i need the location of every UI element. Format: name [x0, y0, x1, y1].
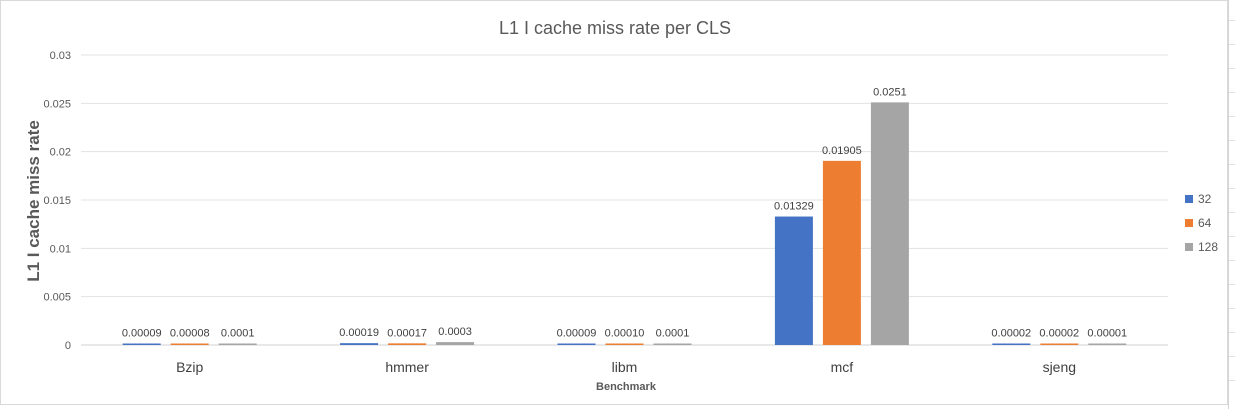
data-label: 0.01329: [774, 201, 814, 213]
bar-64: [1040, 343, 1079, 345]
bar-64: [170, 343, 209, 345]
data-label: 0.00010: [605, 328, 645, 340]
chart-title: L1 I cache miss rate per CLS: [499, 18, 731, 38]
y-tick-label: 0: [65, 340, 71, 352]
bar-32: [122, 343, 161, 345]
data-labels: 0.00009 0.00008 0.0001 0.00019 0.00017 0.0003…: [122, 86, 1127, 339]
data-label: 0.01905: [822, 145, 862, 157]
data-label: 0.00002: [991, 328, 1031, 340]
x-tick-label: hmmer: [385, 359, 429, 375]
y-tick-label: 0.03: [50, 50, 71, 62]
bar-128: [870, 102, 909, 345]
bar-32: [340, 343, 379, 345]
bar-64: [388, 343, 427, 345]
data-label: 0.0003: [438, 326, 472, 338]
legend-swatch: [1185, 219, 1193, 227]
bar-32: [992, 343, 1031, 345]
bar-64: [822, 160, 861, 345]
data-label: 0.00002: [1039, 328, 1079, 340]
data-label: 0.00017: [387, 327, 427, 339]
y-axis-title: L1 I cache miss rate: [24, 120, 43, 282]
legend-swatch: [1185, 195, 1193, 203]
x-tick-label: Bzip: [176, 359, 203, 375]
legend: 32 64 128: [1185, 192, 1218, 254]
bar-32: [557, 343, 596, 345]
bar-128: [218, 343, 257, 345]
data-label: 0.0251: [873, 86, 907, 98]
data-label: 0.00009: [557, 328, 597, 340]
bar-64: [605, 343, 644, 345]
data-label: 0.00001: [1087, 328, 1127, 340]
x-tick-label: sjeng: [1043, 359, 1076, 375]
x-tick-label: libm: [612, 359, 638, 375]
data-label: 0.00009: [122, 328, 162, 340]
bar-32: [774, 216, 813, 345]
data-label: 0.00008: [170, 328, 210, 340]
data-label: 0.0001: [221, 328, 255, 340]
legend-swatch: [1185, 243, 1193, 251]
x-tick-labels: Bzip hmmer libm mcf sjeng: [176, 359, 1076, 375]
bar-128: [436, 342, 475, 345]
legend-label: 128: [1198, 240, 1218, 254]
bars: [122, 102, 1127, 345]
y-tick-labels: 0 0.005 0.01 0.015 0.02 0.025 0.03: [43, 50, 71, 352]
y-tick-label: 0.025: [43, 98, 71, 110]
bar-128: [1088, 343, 1127, 345]
gridlines: [81, 54, 1168, 346]
y-tick-label: 0.005: [43, 292, 71, 304]
x-tick-label: mcf: [831, 359, 854, 375]
y-tick-label: 0.02: [50, 147, 71, 159]
data-label: 0.00019: [339, 327, 379, 339]
worksheet-edge: [1228, 0, 1235, 409]
legend-label: 32: [1198, 192, 1212, 206]
bar-128: [653, 343, 692, 345]
x-axis-title: Benchmark: [596, 381, 657, 393]
legend-label: 64: [1198, 216, 1212, 230]
y-tick-label: 0.015: [43, 195, 71, 207]
y-tick-label: 0.01: [50, 243, 71, 255]
data-label: 0.0001: [656, 328, 690, 340]
